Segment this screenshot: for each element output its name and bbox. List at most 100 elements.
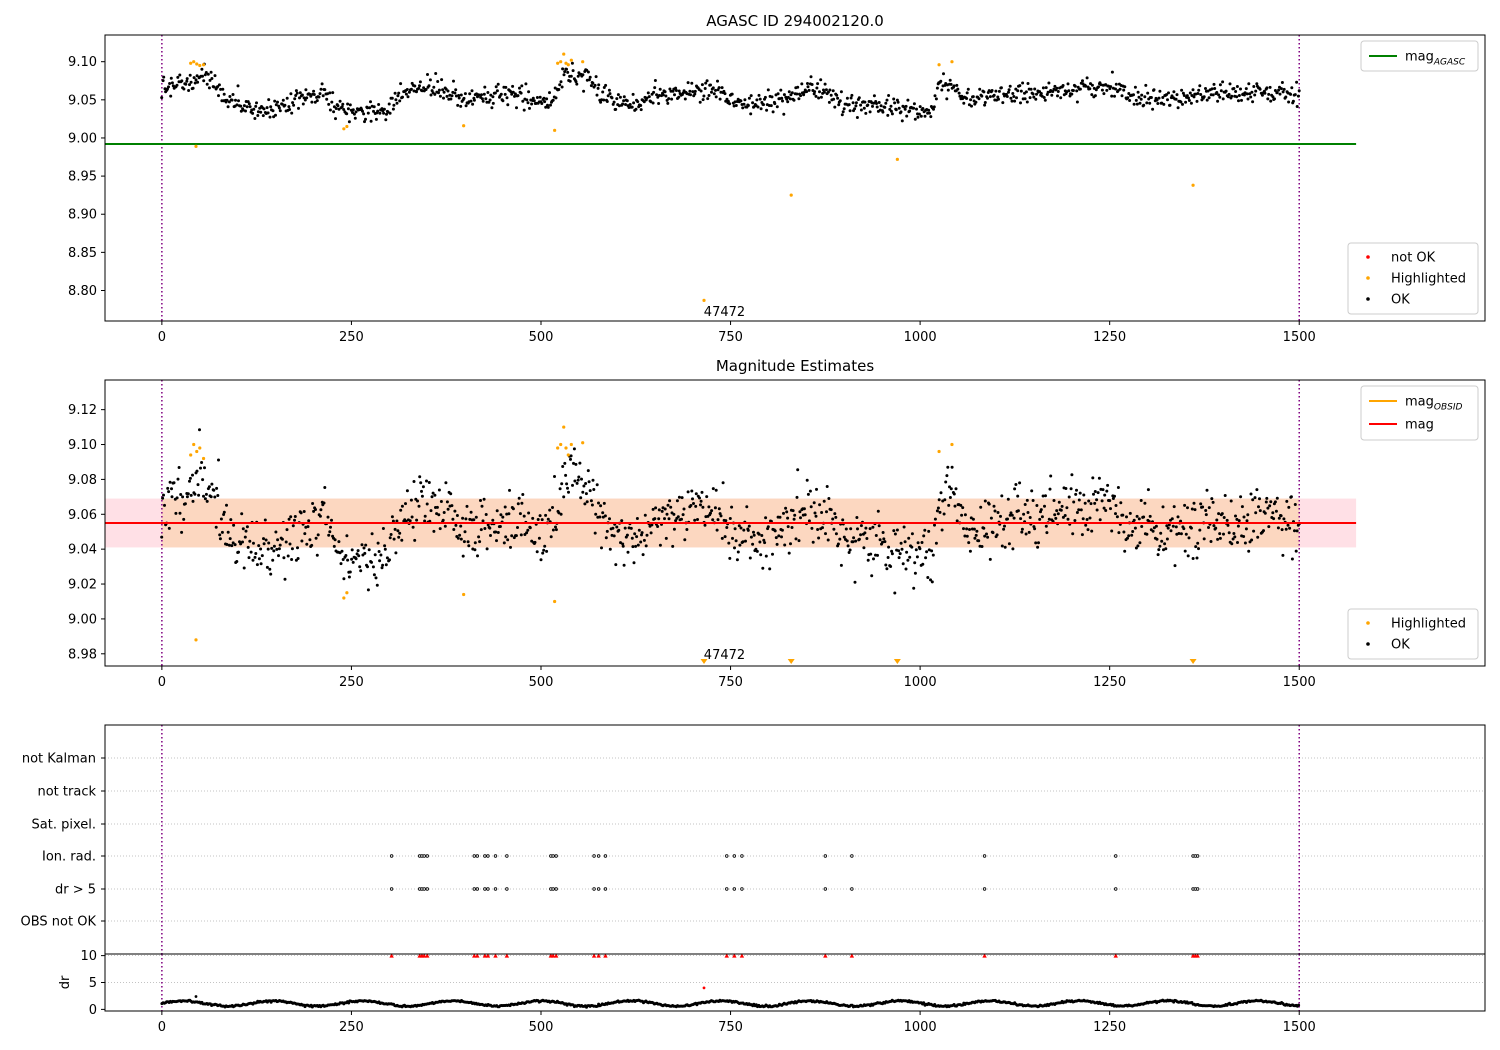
p1-lines-legend-sub-0: AGASC xyxy=(1433,58,1466,68)
p1-point-777 xyxy=(896,100,900,104)
p2-point-43 xyxy=(201,478,205,482)
p1-point-1029 xyxy=(1135,102,1139,106)
p1-point-220 xyxy=(369,100,372,104)
p2-point-419 xyxy=(557,511,561,515)
p2-point-284 xyxy=(429,509,433,513)
p2-point-464 xyxy=(600,546,603,550)
p1-point-513 xyxy=(646,91,650,95)
p2-point-1105 xyxy=(1207,506,1211,510)
p2-point-852 xyxy=(968,528,971,531)
p2-point-1008 xyxy=(1115,515,1119,519)
p2-point-320 xyxy=(463,530,467,534)
p2-point-387 xyxy=(527,511,531,515)
p2-point-1 xyxy=(161,496,165,500)
p2-point-617 xyxy=(745,505,749,509)
p4-xtick-label-6: 1500 xyxy=(1283,1020,1316,1035)
p2-point-1049 xyxy=(1154,524,1158,528)
p2-point-434 xyxy=(572,461,575,465)
p2-point-569 xyxy=(699,499,703,503)
p2-point-548 xyxy=(680,517,683,521)
p1-point-146 xyxy=(298,91,302,95)
p2-point-120 xyxy=(274,530,278,534)
p2-point-890 xyxy=(1003,545,1007,549)
p1-point-982 xyxy=(1090,83,1094,87)
p4-capped-point-17 xyxy=(724,953,729,958)
p2-point-442 xyxy=(579,496,583,500)
p2-point-989 xyxy=(1097,476,1101,480)
p1-point-1139 xyxy=(1240,98,1243,102)
p2-point-742 xyxy=(863,531,867,535)
p2-point-226 xyxy=(374,576,378,580)
p2-point-53 xyxy=(210,482,214,486)
p1-point-778 xyxy=(897,106,901,110)
p2-point-934 xyxy=(1045,531,1049,535)
p1-point-905 xyxy=(1018,84,1022,88)
p2-point-893 xyxy=(1006,497,1010,501)
p2-point-132 xyxy=(285,528,289,532)
p2-point-843 xyxy=(959,503,963,507)
p2-point-1033 xyxy=(1139,499,1143,502)
p1-point-1011 xyxy=(1118,87,1122,91)
p2-point-344 xyxy=(486,523,490,527)
p1-point-1198 xyxy=(1295,105,1299,108)
p1-point-962 xyxy=(1071,89,1075,92)
p1-point-619 xyxy=(746,104,750,107)
p2-point-985 xyxy=(1093,490,1097,493)
p1-point-534 xyxy=(666,101,670,105)
p4-capped-point-10 xyxy=(504,953,510,958)
p2-point-787 xyxy=(906,558,910,562)
p1-point-964 xyxy=(1073,84,1077,88)
p2-point-33 xyxy=(191,499,195,503)
p1-point-420 xyxy=(558,83,562,87)
p2-point-1093 xyxy=(1196,541,1200,545)
p2-point-892 xyxy=(1006,517,1009,521)
p2-point-237 xyxy=(384,563,388,567)
p2-point-189 xyxy=(339,562,343,566)
p2-point-363 xyxy=(504,535,508,539)
p1-point-325 xyxy=(468,92,472,96)
p2-point-156 xyxy=(308,538,312,542)
p1-point-405 xyxy=(544,105,548,109)
p1-point-602 xyxy=(730,92,734,96)
p1-point-946 xyxy=(1056,90,1060,93)
p2-point-355 xyxy=(496,531,500,534)
p2-point-1195 xyxy=(1293,529,1296,533)
p2-point-129 xyxy=(282,556,286,560)
p2-point-488 xyxy=(622,563,626,567)
p1-point-254 xyxy=(401,95,404,99)
p2-point-922 xyxy=(1034,541,1038,545)
p1-point-770 xyxy=(889,109,893,113)
p1-point-479 xyxy=(614,107,618,111)
p2-point-196 xyxy=(346,558,350,562)
p2-point-1107 xyxy=(1209,540,1213,543)
p1-point-976 xyxy=(1085,76,1089,80)
p2-series-ok xyxy=(160,428,1301,595)
p2-point-743 xyxy=(864,526,868,530)
p1-highlight-5 xyxy=(194,144,198,148)
p2-point-63 xyxy=(219,517,223,521)
p2-point-524 xyxy=(657,517,661,521)
p2-point-300 xyxy=(444,481,448,485)
p2-point-498 xyxy=(632,561,636,565)
p1-point-34 xyxy=(192,76,196,80)
p1-highlight-8 xyxy=(462,124,466,128)
p1-point-1051 xyxy=(1156,102,1160,105)
p1-point-337 xyxy=(480,93,483,97)
p1-point-1191 xyxy=(1289,92,1293,96)
p2-point-558 xyxy=(689,504,693,507)
p2-point-941 xyxy=(1052,499,1056,502)
p1-point-107 xyxy=(261,114,265,118)
p2-point-1102 xyxy=(1204,513,1208,517)
p2-point-405 xyxy=(544,513,548,517)
p1-point-643 xyxy=(769,104,773,108)
p2-point-1188 xyxy=(1286,523,1290,527)
p2-point-953 xyxy=(1063,514,1067,517)
p2-point-1068 xyxy=(1172,505,1176,509)
p1-point-844 xyxy=(960,94,964,98)
p2-point-986 xyxy=(1095,498,1099,502)
p2-point-1101 xyxy=(1204,509,1208,512)
p1-point-794 xyxy=(912,102,916,106)
p2-point-238 xyxy=(385,556,389,560)
p2-point-1182 xyxy=(1280,528,1284,532)
p2-point-1058 xyxy=(1163,542,1167,546)
